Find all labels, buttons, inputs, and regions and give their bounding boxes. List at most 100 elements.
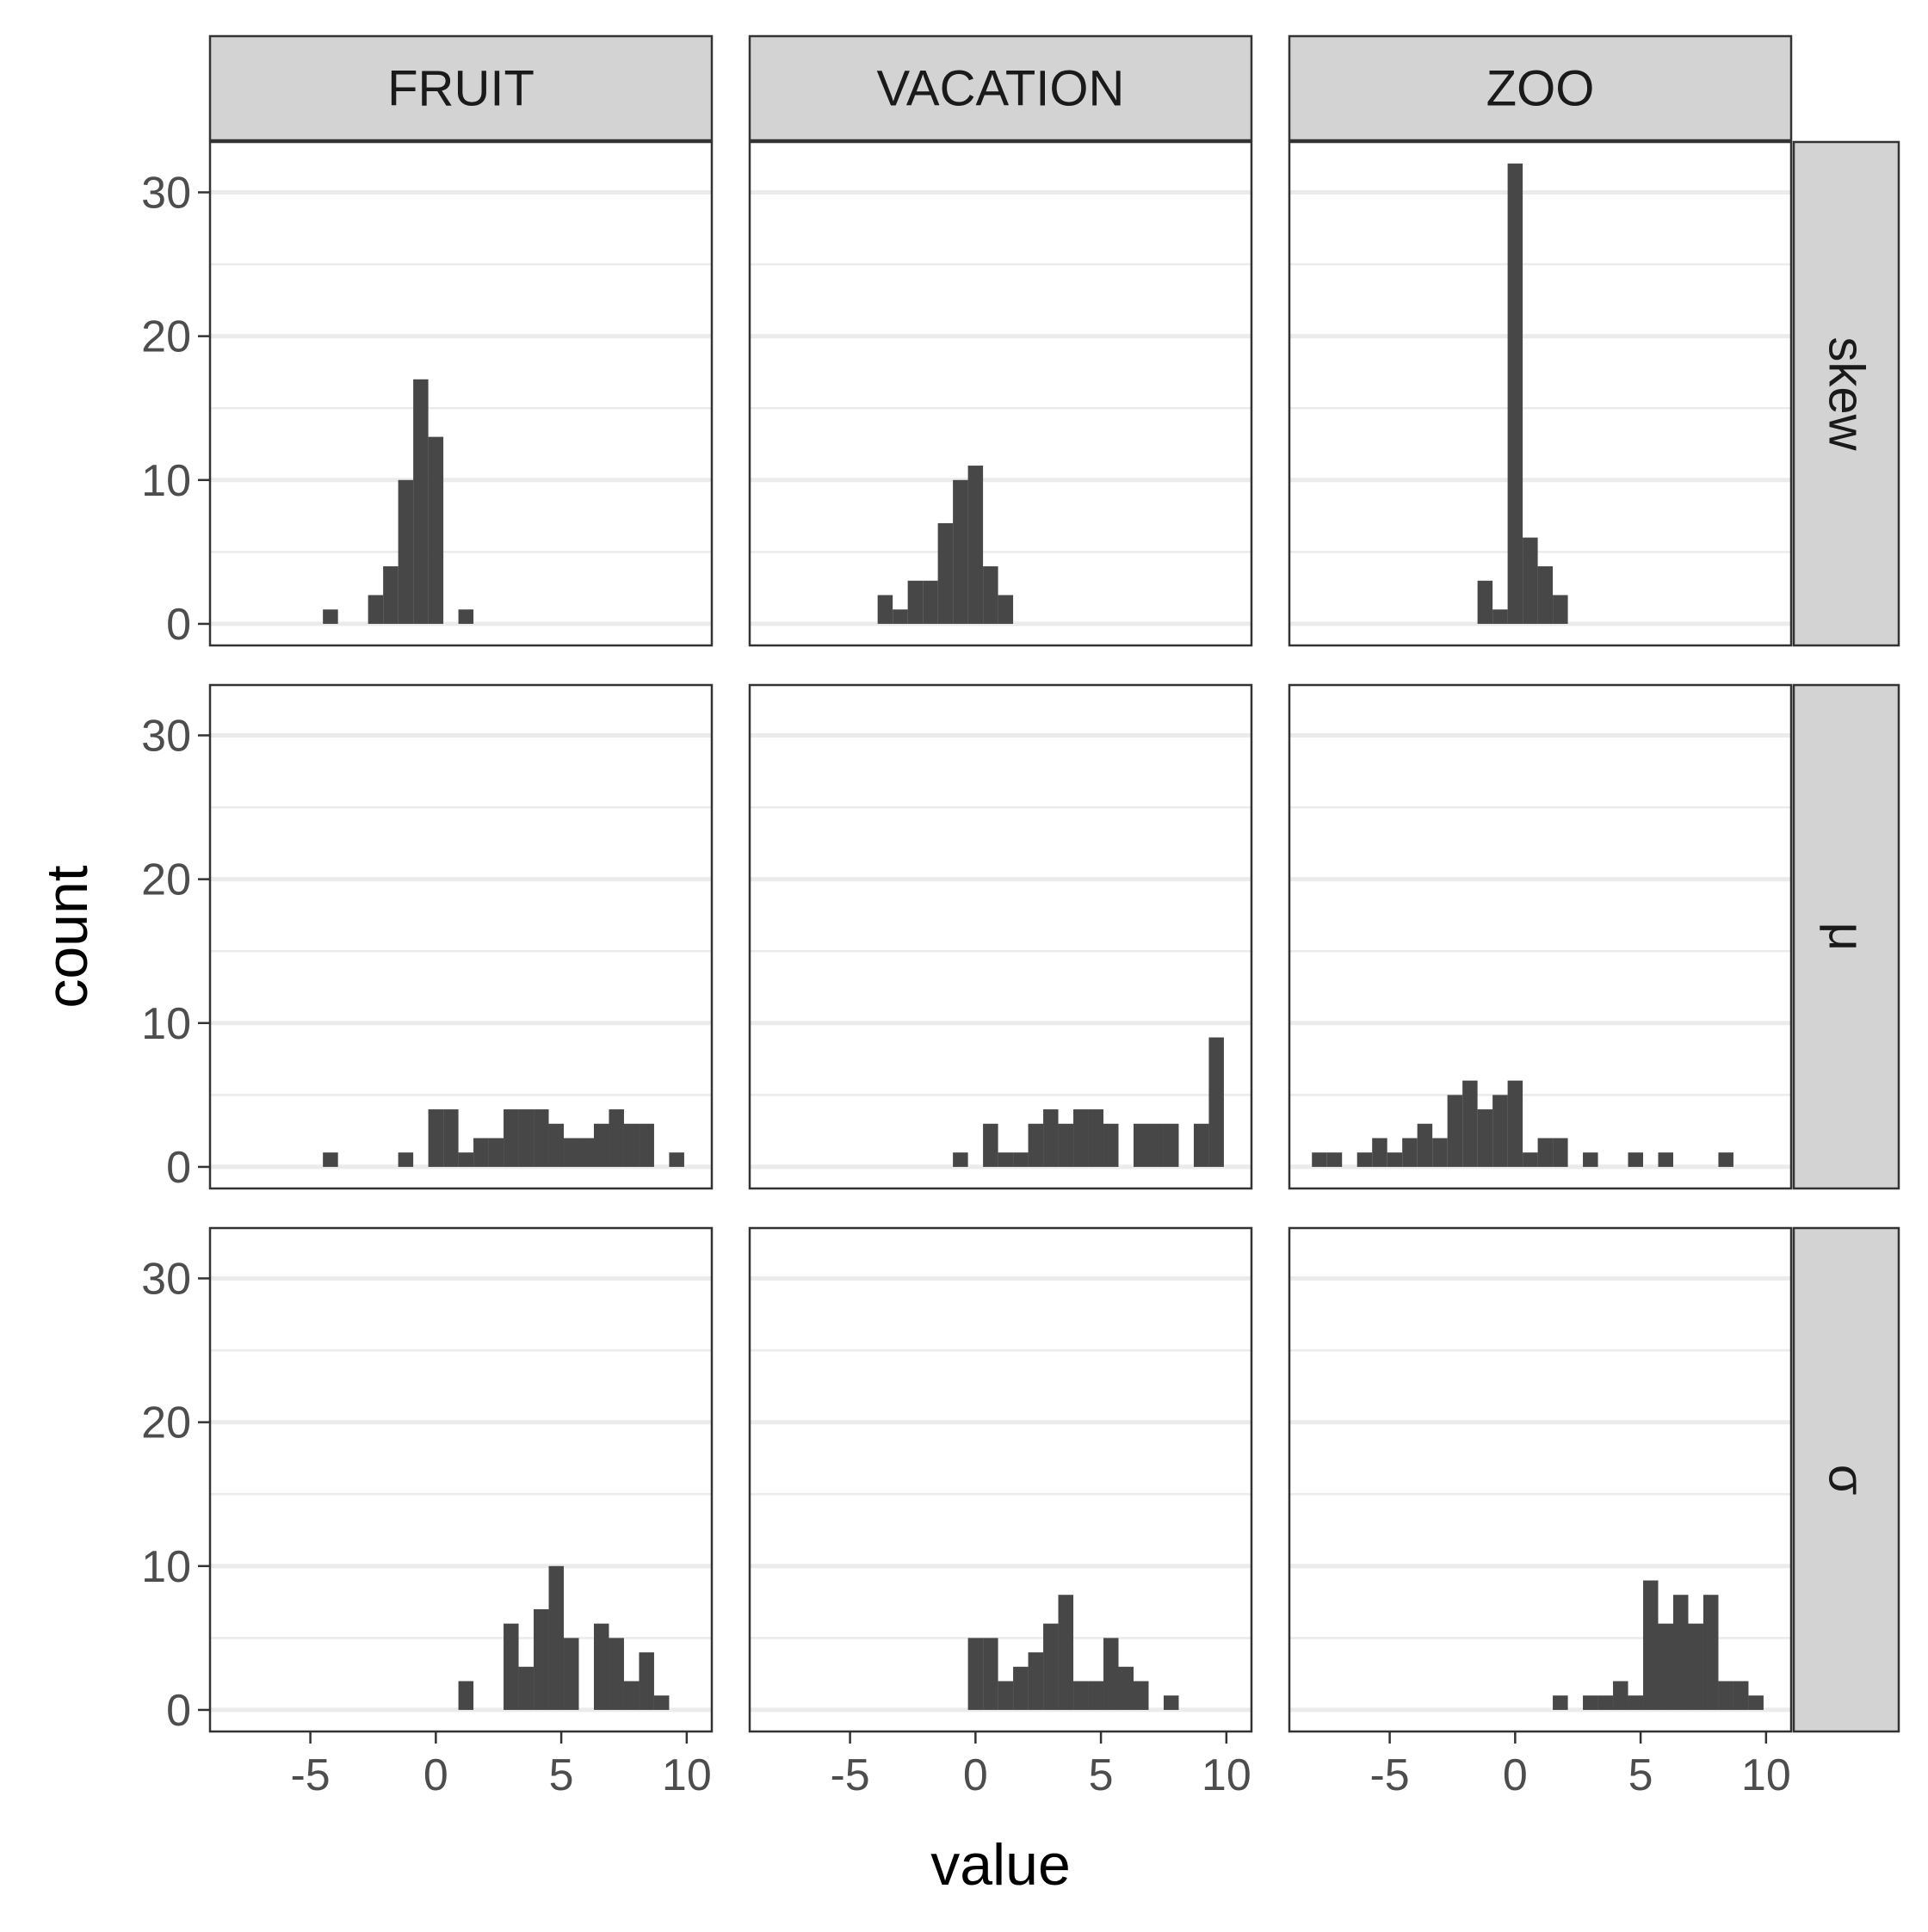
histogram-bar-fruit-3: [458, 1681, 474, 1710]
y-axis-title: count: [34, 865, 100, 1008]
x-axis-title: value: [930, 1832, 1071, 1898]
histogram-bar-fruit-1: [368, 595, 384, 624]
histogram-bar-fruit-3: [534, 1608, 549, 1710]
histogram-bar-zoo-3: [1553, 1695, 1568, 1710]
histogram-bar-zoo-3: [1658, 1623, 1673, 1710]
facet-strip-row: [1792, 683, 1900, 1190]
x-tick-label: 5: [1628, 1750, 1653, 1800]
histogram-bar-zoo-3: [1672, 1595, 1689, 1710]
histogram-bar-vacation-3: [1103, 1638, 1119, 1710]
panel-background: [750, 142, 1251, 645]
histogram-bar-zoo-2: [1477, 1109, 1493, 1167]
histogram-bar-vacation-2: [1073, 1109, 1089, 1167]
histogram-bar-fruit-2: [578, 1138, 594, 1167]
histogram-bar-fruit-3: [518, 1666, 535, 1710]
panel-border: [748, 683, 1253, 1190]
histogram-bar-vacation-2: [1148, 1123, 1164, 1167]
x-tick-label: 10: [1202, 1750, 1251, 1800]
histogram-bar-fruit-1: [428, 436, 444, 624]
histogram-bar-zoo-3: [1718, 1681, 1733, 1710]
histogram-bar-vacation-1: [983, 566, 998, 624]
histogram-bar-fruit-3: [623, 1681, 640, 1710]
histogram-bar-fruit-1: [413, 379, 429, 624]
y-tick-label: 20: [141, 312, 191, 362]
x-tick-label: 0: [1503, 1750, 1528, 1800]
histogram-bar-fruit-3: [593, 1623, 609, 1710]
histogram-bar-fruit-2: [564, 1138, 579, 1167]
panel-background: [210, 142, 712, 645]
y-tick-label: 30: [141, 169, 191, 219]
histogram-bar-zoo-2: [1553, 1138, 1568, 1167]
histogram-bar-vacation-2: [1088, 1109, 1104, 1167]
histogram-bar-zoo-3: [1748, 1695, 1764, 1710]
panel-border: [208, 683, 714, 1190]
histogram-bar-fruit-3: [504, 1623, 519, 1710]
histogram-bar-zoo-2: [1628, 1152, 1644, 1167]
facet-strip-label: μ: [1819, 923, 1875, 951]
x-tick-label: -5: [830, 1750, 869, 1800]
histogram-bar-fruit-2: [609, 1109, 624, 1167]
histogram-bar-zoo-2: [1356, 1152, 1373, 1167]
histogram-bar-vacation-2: [1193, 1123, 1209, 1167]
histogram-bar-fruit-1: [383, 566, 399, 624]
facet-strip-label: skew: [1819, 336, 1875, 451]
histogram-bar-zoo-2: [1447, 1095, 1463, 1167]
y-tick-label: 20: [141, 855, 191, 905]
panel-background: [750, 685, 1251, 1188]
y-tick-label: 10: [141, 456, 191, 506]
histogram-bar-vacation-1: [893, 609, 908, 624]
histogram-bar-fruit-2: [443, 1109, 459, 1167]
y-tick-label: 0: [166, 600, 191, 650]
y-tick-label: 10: [141, 1542, 191, 1592]
histogram-bar-fruit-1: [458, 609, 474, 624]
histogram-bar-zoo-1: [1492, 609, 1508, 624]
y-tick-label: 0: [166, 1686, 191, 1736]
histogram-bar-zoo-3: [1583, 1695, 1598, 1710]
histogram-bar-fruit-2: [623, 1123, 640, 1167]
histogram-bar-vacation-2: [1133, 1123, 1149, 1167]
histogram-bar-fruit-1: [398, 479, 414, 624]
facet-strip-column: [748, 34, 1253, 142]
histogram-bar-vacation-3: [1028, 1652, 1044, 1710]
histogram-bar-zoo-2: [1402, 1138, 1418, 1167]
histogram-bar-vacation-2: [1013, 1152, 1029, 1167]
x-tick-label: 10: [1741, 1750, 1791, 1800]
histogram-bar-zoo-2: [1326, 1152, 1343, 1167]
histogram-bar-vacation-3: [1013, 1666, 1029, 1710]
histogram-bar-fruit-3: [564, 1638, 579, 1710]
facet-strip-column: [1288, 34, 1793, 142]
histogram-bar-zoo-3: [1702, 1595, 1719, 1710]
histogram-bar-zoo-1: [1477, 580, 1493, 624]
facet-strip-label: VACATION: [877, 61, 1125, 117]
histogram-bar-fruit-1: [323, 609, 338, 624]
histogram-bar-fruit-2: [669, 1152, 684, 1167]
histogram-bar-zoo-3: [1597, 1695, 1614, 1710]
histogram-bar-vacation-3: [1163, 1695, 1179, 1710]
histogram-bar-zoo-1: [1553, 595, 1568, 624]
histogram-bar-vacation-3: [1043, 1623, 1059, 1710]
x-tick-label: 5: [549, 1750, 574, 1800]
facet-strip-row: [1792, 1226, 1900, 1733]
y-tick-label: 0: [166, 1143, 191, 1193]
x-tick-label: -5: [290, 1750, 330, 1800]
histogram-bar-zoo-2: [1658, 1152, 1673, 1167]
histogram-bar-zoo-2: [1537, 1138, 1554, 1167]
facet-strip-row: [1792, 140, 1900, 647]
panel-border: [1288, 1226, 1793, 1733]
histogram-bar-vacation-1: [967, 466, 984, 624]
histogram-bar-vacation-2: [1208, 1037, 1224, 1167]
panel-border: [1288, 140, 1793, 647]
x-tick-label: 0: [963, 1750, 988, 1800]
panel-background: [1289, 142, 1791, 645]
histogram-bar-fruit-2: [428, 1109, 444, 1167]
panel-background: [210, 1228, 712, 1731]
histogram-bar-fruit-2: [458, 1152, 474, 1167]
x-tick-label: 10: [662, 1750, 712, 1800]
histogram-bar-zoo-2: [1387, 1152, 1403, 1167]
histogram-bar-zoo-2: [1372, 1138, 1387, 1167]
panel-border: [748, 140, 1253, 647]
histogram-bar-zoo-3: [1643, 1580, 1659, 1710]
histogram-bar-zoo-2: [1583, 1152, 1598, 1167]
